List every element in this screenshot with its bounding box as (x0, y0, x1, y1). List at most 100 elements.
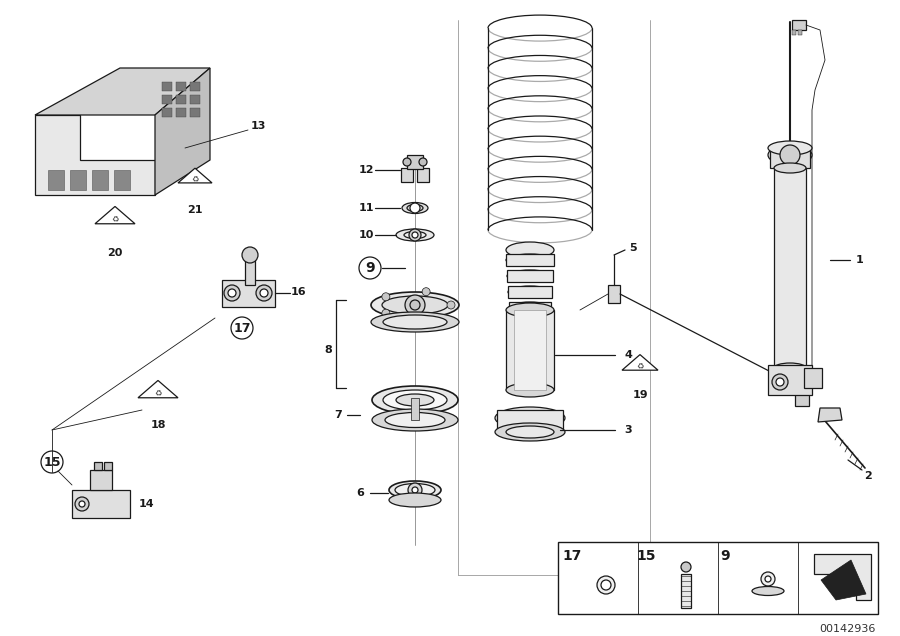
Text: 17: 17 (562, 549, 581, 563)
Ellipse shape (407, 205, 423, 212)
Circle shape (410, 300, 420, 310)
Bar (417, 168, 429, 182)
Text: 00142936: 00142936 (820, 624, 876, 634)
Text: ♻: ♻ (636, 363, 644, 371)
Ellipse shape (506, 426, 554, 438)
Circle shape (412, 232, 418, 238)
Ellipse shape (396, 394, 434, 406)
Ellipse shape (509, 302, 551, 314)
Ellipse shape (372, 386, 458, 414)
Circle shape (409, 229, 421, 241)
Circle shape (231, 317, 253, 339)
Ellipse shape (495, 423, 565, 441)
Bar (176, 108, 186, 117)
Circle shape (765, 576, 771, 582)
Bar (190, 95, 200, 104)
Bar (497, 410, 563, 432)
Circle shape (772, 374, 788, 390)
Bar (104, 462, 112, 470)
Text: ♻: ♻ (112, 216, 119, 225)
Circle shape (780, 145, 800, 165)
Text: 7: 7 (334, 410, 342, 420)
Ellipse shape (505, 411, 555, 425)
Ellipse shape (383, 315, 447, 329)
Circle shape (382, 293, 390, 301)
Bar (48, 170, 64, 190)
Text: 1: 1 (856, 255, 864, 265)
Ellipse shape (382, 296, 448, 314)
Polygon shape (222, 280, 275, 307)
Circle shape (41, 451, 63, 473)
Bar (114, 170, 130, 190)
Circle shape (382, 309, 390, 317)
Polygon shape (622, 355, 658, 370)
Ellipse shape (385, 413, 445, 427)
Circle shape (601, 580, 611, 590)
Ellipse shape (506, 383, 554, 397)
Text: 16: 16 (290, 287, 306, 297)
Text: 17: 17 (233, 322, 251, 335)
Text: 2: 2 (864, 471, 872, 481)
Text: 5: 5 (629, 243, 637, 253)
Text: 4: 4 (624, 350, 632, 360)
Bar (770, 148, 810, 168)
Circle shape (256, 285, 272, 301)
Ellipse shape (371, 312, 459, 332)
Ellipse shape (389, 481, 441, 499)
Ellipse shape (372, 409, 458, 431)
Bar (506, 254, 554, 266)
Text: ♻: ♻ (191, 176, 199, 184)
Circle shape (422, 314, 430, 322)
Bar (507, 270, 553, 282)
Text: 21: 21 (187, 205, 202, 215)
Text: 9: 9 (365, 261, 374, 275)
Polygon shape (178, 168, 212, 183)
Polygon shape (138, 380, 178, 398)
Ellipse shape (371, 292, 459, 318)
Text: 19: 19 (632, 390, 648, 400)
Bar (798, 30, 802, 35)
Text: 3: 3 (625, 425, 632, 435)
Circle shape (79, 501, 85, 507)
Circle shape (403, 158, 411, 166)
Circle shape (408, 483, 422, 497)
Circle shape (228, 289, 236, 297)
Ellipse shape (506, 254, 554, 266)
Ellipse shape (389, 493, 441, 507)
Bar (176, 95, 186, 104)
Circle shape (412, 487, 418, 493)
Ellipse shape (396, 229, 434, 241)
Ellipse shape (402, 202, 428, 214)
Text: 10: 10 (358, 230, 374, 240)
Bar (401, 168, 413, 182)
Circle shape (405, 295, 425, 315)
Bar (681, 574, 691, 608)
Ellipse shape (774, 363, 806, 373)
Polygon shape (90, 470, 112, 490)
Circle shape (597, 576, 615, 594)
Polygon shape (155, 68, 210, 195)
Bar (509, 302, 551, 314)
Bar (70, 170, 86, 190)
Bar (804, 368, 822, 388)
Circle shape (422, 287, 430, 296)
Circle shape (761, 572, 775, 586)
Bar (792, 20, 806, 30)
Bar (190, 108, 200, 117)
Bar (774, 168, 806, 368)
Text: 13: 13 (250, 121, 266, 131)
Bar (514, 310, 546, 390)
Polygon shape (821, 560, 866, 600)
Bar (407, 155, 423, 169)
Bar (608, 285, 620, 303)
Polygon shape (35, 115, 155, 195)
Ellipse shape (752, 586, 784, 595)
Polygon shape (72, 490, 130, 518)
Bar (162, 95, 172, 104)
Circle shape (681, 562, 691, 572)
Text: 12: 12 (358, 165, 374, 175)
Text: 15: 15 (636, 549, 656, 563)
Circle shape (419, 158, 427, 166)
Bar (245, 255, 255, 285)
Bar (506, 310, 554, 390)
